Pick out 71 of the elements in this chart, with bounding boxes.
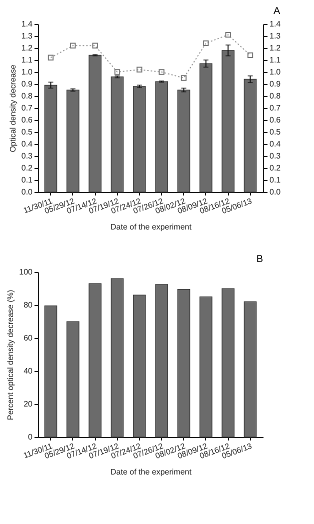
y2-tick-label: 1.1: [270, 56, 282, 64]
y-tick-label: 80: [24, 300, 34, 310]
y-tick-label: 0: [28, 432, 34, 442]
point: [180, 75, 187, 81]
bar: [155, 81, 168, 192]
y-tick-label: 0.1: [21, 176, 34, 184]
bar: [200, 296, 212, 438]
y2-tick-label: 0.6: [270, 116, 282, 124]
bar: [133, 294, 146, 438]
bar: [200, 63, 212, 192]
bar: [222, 288, 234, 438]
bar: [88, 283, 102, 438]
x-axis-title: Date of the experiment: [110, 222, 192, 232]
y-tick-label: 20: [24, 400, 34, 408]
bar: [66, 90, 80, 192]
bar: [177, 289, 190, 438]
bar: [155, 284, 168, 438]
bar: [244, 301, 257, 438]
y2-tick-label: 0.4: [270, 140, 282, 148]
bar: [44, 306, 58, 438]
y-tick-label: 0.6: [21, 116, 34, 124]
y2-tick-label: 1.0: [270, 68, 282, 76]
chart-title: B: [256, 254, 264, 265]
y-tick-label: 1.4: [21, 20, 34, 28]
point: [203, 40, 209, 46]
y-axis-title: Percent optical density decrease (%): [6, 290, 16, 420]
bar: [244, 78, 257, 192]
bar: [44, 84, 58, 192]
y-axis-title: Optical density decrease: [8, 64, 18, 152]
y2-tick-label: 0.9: [270, 80, 282, 88]
bar: [177, 90, 190, 192]
bar: [66, 321, 80, 438]
y-tick-label: 60: [24, 334, 34, 342]
bar: [110, 278, 124, 438]
point: [92, 42, 98, 48]
y2-tick-label: 0.3: [270, 152, 282, 160]
bar: [222, 50, 234, 192]
bar: [133, 86, 146, 192]
point: [136, 66, 142, 72]
y-tick-label: 0.8: [21, 92, 34, 100]
y-tick-label: 0.9: [21, 80, 34, 88]
y-tick-label: 0.3: [21, 152, 34, 160]
point: [247, 52, 254, 58]
point: [225, 32, 231, 38]
y-tick-label: 0.5: [21, 128, 34, 136]
bar: [88, 54, 102, 192]
y2-tick-label: 1.4: [270, 20, 282, 28]
y-tick-label: 0.2: [21, 164, 34, 172]
y-tick-label: 1.3: [21, 32, 34, 40]
y-tick-label: 0.7: [21, 104, 34, 112]
y2-tick-label: 0.8: [270, 92, 282, 100]
point: [114, 69, 120, 75]
y-tick-label: 0.4: [21, 140, 34, 148]
y-tick-label: 1.1: [21, 56, 34, 64]
y-tick-label: 1.0: [21, 68, 34, 76]
y-tick-label: 0.0: [21, 188, 34, 196]
y-tick-label: 40: [24, 366, 34, 376]
point: [48, 54, 54, 60]
point: [70, 42, 76, 48]
y-tick-label: 100: [19, 268, 34, 276]
y2-tick-label: 0.7: [270, 104, 282, 112]
x-axis-title: Date of the experiment: [110, 468, 192, 477]
y2-tick-label: 1.3: [270, 32, 282, 40]
y2-tick-label: 0.2: [270, 164, 282, 172]
y2-tick-label: 0.5: [270, 128, 282, 136]
y2-tick-label: 1.2: [270, 44, 282, 52]
y2-tick-label: 0.1: [270, 176, 282, 184]
chart-title: A: [273, 6, 280, 17]
y-tick-label: 1.2: [21, 44, 34, 52]
point: [158, 69, 164, 75]
y2-tick-label: 0.0: [270, 188, 282, 196]
